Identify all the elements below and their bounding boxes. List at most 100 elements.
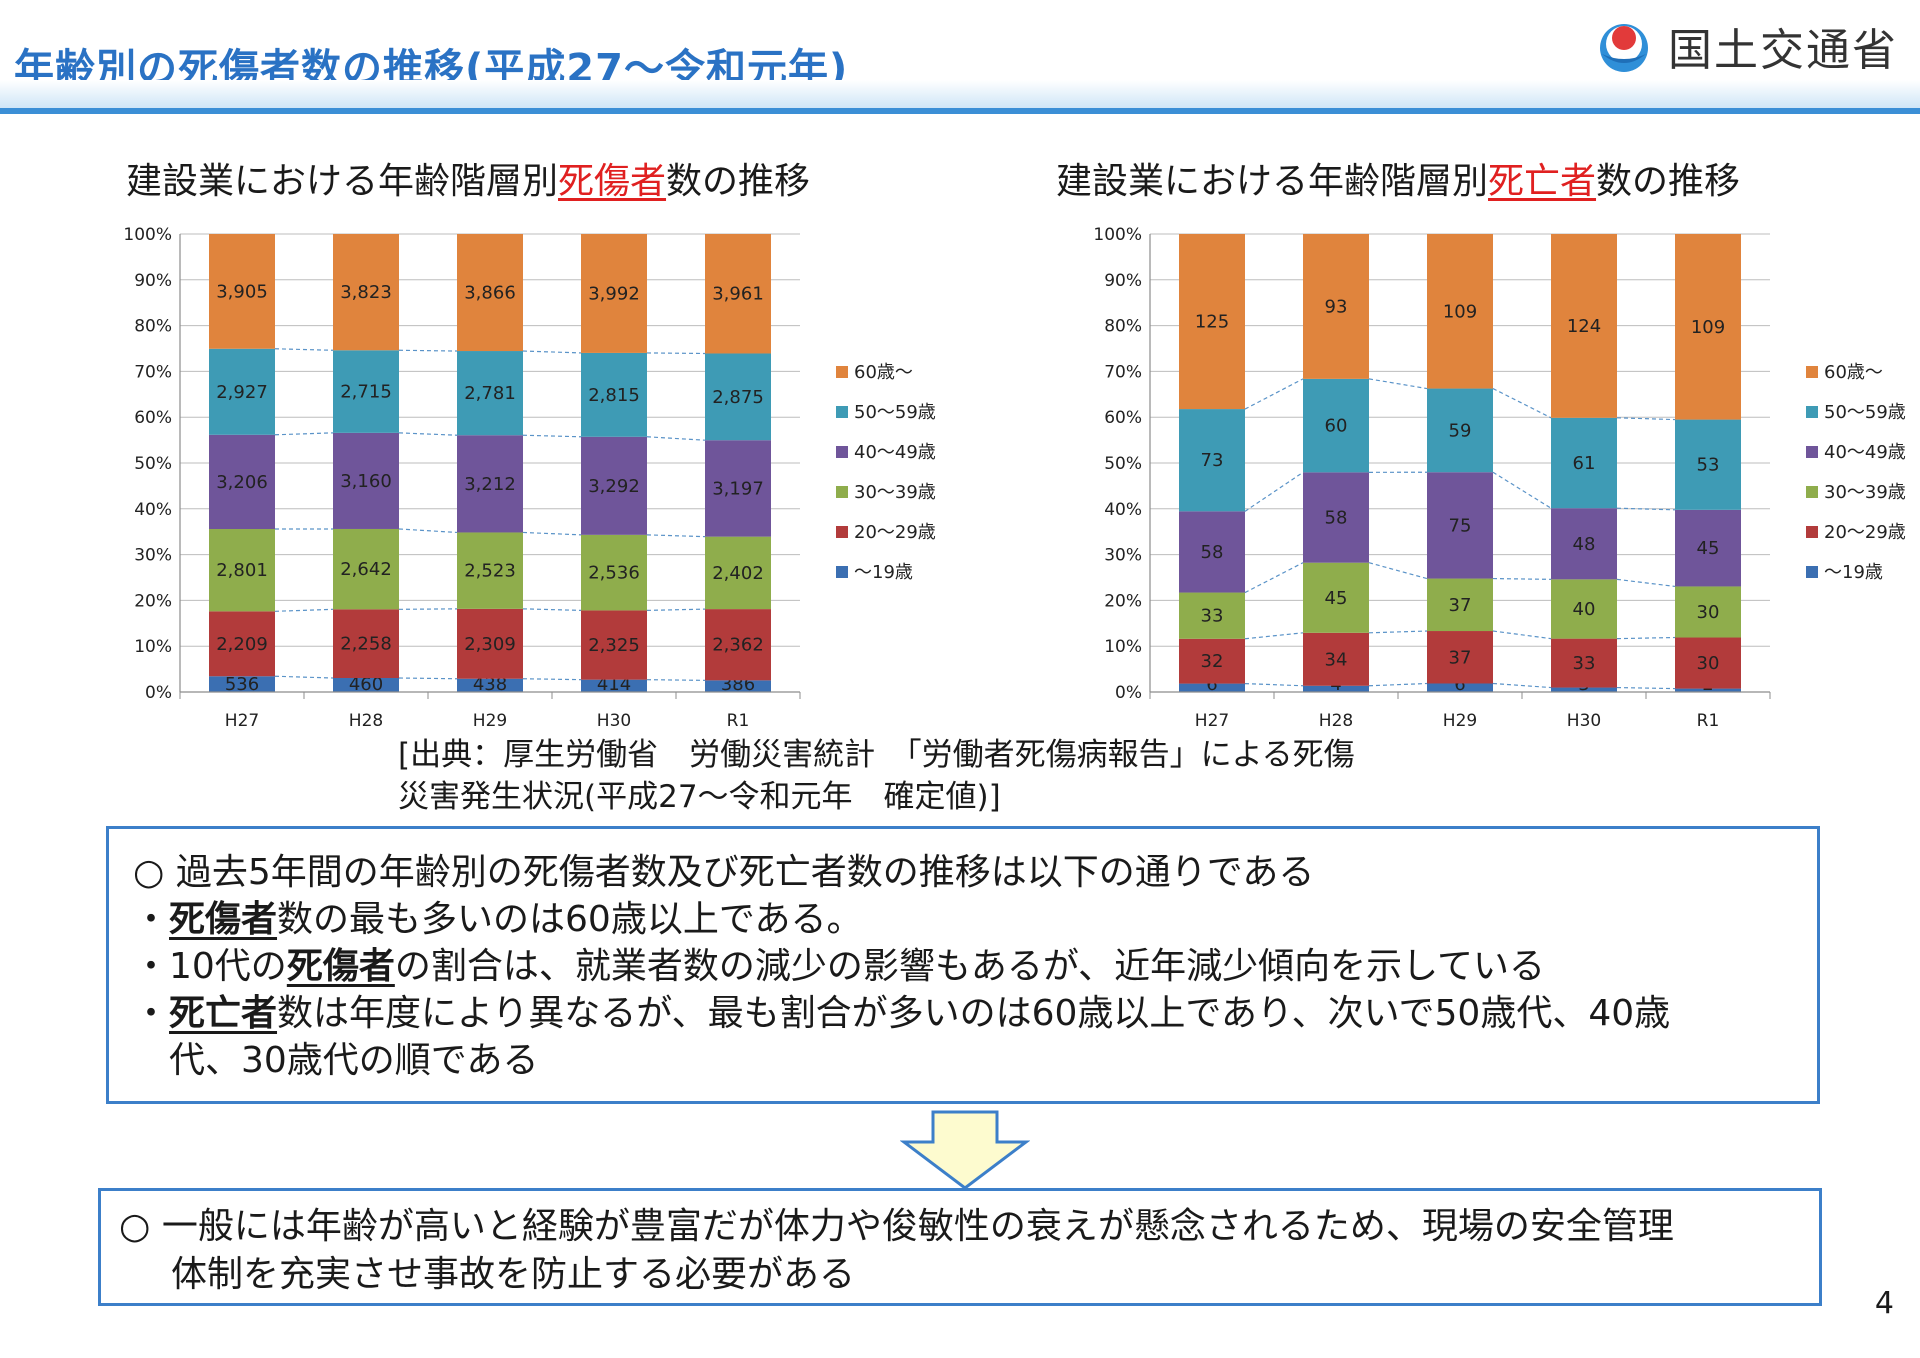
- source-line-2: 災害発生状況(平成27～令和元年 確定値)]: [398, 779, 1001, 815]
- y-tick-label: 0%: [145, 683, 172, 703]
- x-tick-label: H28: [1319, 711, 1353, 731]
- series-connector-line: [1616, 417, 1676, 421]
- data-label: 3,961: [712, 284, 764, 305]
- bar-segment-s50: [1303, 378, 1369, 473]
- bar-segment-s40: [705, 440, 771, 537]
- legend-swatch-s20: [836, 526, 848, 538]
- bar-segment-s60: [1179, 234, 1245, 410]
- series-connector-line: [274, 675, 334, 679]
- legend-swatch-s60: [836, 366, 848, 378]
- bar-segment-u19: [1179, 683, 1245, 692]
- legend-label: 40～49歳: [1824, 442, 1906, 463]
- bar-segment-s50: [209, 348, 275, 435]
- data-label: 438: [473, 674, 507, 695]
- data-label: 109: [1443, 301, 1477, 322]
- series-connector-line: [1244, 682, 1304, 687]
- bar-segment-s50: [1675, 419, 1741, 510]
- conclusion-line-2: 体制を充実させ事故を防止する必要がある: [171, 1254, 856, 1295]
- x-tick-label: H27: [225, 711, 259, 731]
- bar-segment-s40: [333, 432, 399, 529]
- summary-bullet-1: ・死傷者数の最も多いのは60歳以上である。: [133, 899, 863, 940]
- data-label: 30: [1697, 653, 1720, 674]
- series-connector-line: [1492, 630, 1552, 640]
- series-connector-line: [398, 432, 458, 436]
- bar-segment-s50: [1551, 417, 1617, 509]
- summary-box: ○ 過去5年間の年齢別の死傷者数及び死亡者数の推移は以下の通りである ・死傷者数…: [106, 826, 1820, 1104]
- chart-right-title-highlight: 死亡者: [1488, 161, 1597, 202]
- data-label: 6: [1206, 674, 1217, 695]
- data-label: 34: [1325, 649, 1348, 670]
- legend-swatch-s50: [836, 406, 848, 418]
- bar-segment-s60: [1427, 234, 1493, 389]
- y-tick-label: 20%: [1104, 591, 1142, 611]
- bar-segment-s50: [581, 352, 647, 437]
- bar-segment-u19: [1427, 683, 1493, 692]
- y-tick-label: 30%: [134, 546, 172, 566]
- data-label: 3,823: [340, 282, 392, 303]
- legend-label: 30～39歳: [854, 482, 936, 503]
- bar-segment-s50: [1427, 388, 1493, 473]
- series-connector-line: [1616, 686, 1676, 690]
- series-connector-line: [522, 350, 582, 354]
- series-connector-line: [1492, 682, 1552, 689]
- data-label: 2,309: [464, 634, 516, 655]
- data-label: 93: [1325, 296, 1348, 317]
- legend-swatch-u19: [1806, 566, 1818, 578]
- series-connector-line: [646, 436, 706, 441]
- data-label: 2,781: [464, 383, 516, 404]
- y-tick-label: 90%: [134, 271, 172, 291]
- data-label: 33: [1201, 606, 1224, 627]
- y-tick-label: 70%: [134, 362, 172, 382]
- bar-segment-s30: [209, 529, 275, 612]
- data-label: 61: [1573, 453, 1596, 474]
- series-connector-line: [1244, 378, 1304, 410]
- summary-bullet-2: ・10代の死傷者の割合は、就業者数の減少の影響もあるが、近年減少傾向を示している: [133, 946, 1546, 987]
- bar-segment-s30: [1675, 586, 1741, 638]
- legend-swatch-s40: [1806, 446, 1818, 458]
- data-label: 3,160: [340, 471, 392, 492]
- bar-segment-s30: [1303, 562, 1369, 633]
- title-band: [0, 80, 1920, 108]
- bar-segment-s20: [581, 610, 647, 680]
- bar-segment-s40: [581, 436, 647, 535]
- series-connector-line: [1368, 630, 1428, 634]
- y-tick-label: 50%: [134, 454, 172, 474]
- data-label: 460: [349, 674, 383, 695]
- y-tick-label: 70%: [1104, 362, 1142, 382]
- series-connector-line: [1492, 577, 1552, 580]
- x-tick-label: H30: [1567, 711, 1601, 731]
- legend-label: 20～29歳: [854, 522, 936, 543]
- y-tick-label: 80%: [134, 317, 172, 337]
- y-tick-label: 40%: [1104, 500, 1142, 520]
- bar-segment-s20: [209, 611, 275, 677]
- data-label: 32: [1201, 651, 1224, 672]
- legend-label: 20～29歳: [1824, 522, 1906, 543]
- bar-segment-s20: [1427, 631, 1493, 684]
- source-note: [出典：厚生労働省 労働災害統計 「労働者死傷病報告」による死傷 災害発生状況(…: [398, 734, 1355, 818]
- y-tick-label: 40%: [134, 500, 172, 520]
- summary-bullet-3-continued: 代、30歳代の順である: [169, 1040, 539, 1081]
- conclusion-line-1: ○ 一般には年齢が高いと経験が豊富だが体力や俊敏性の衰えが懸念されるため、現場の…: [119, 1206, 1674, 1247]
- data-label: 3,905: [216, 281, 268, 302]
- data-label: 2,325: [588, 635, 640, 656]
- x-tick-label: H30: [597, 711, 631, 731]
- data-label: 58: [1325, 508, 1348, 529]
- data-label: 2,362: [712, 635, 764, 656]
- y-tick-label: 0%: [1115, 683, 1142, 703]
- bar-segment-u19: [581, 679, 647, 692]
- bar-segment-u19: [333, 678, 399, 692]
- legend-swatch-s30: [1806, 486, 1818, 498]
- y-tick-label: 10%: [1104, 637, 1142, 657]
- bar-segment-s30: [333, 528, 399, 610]
- series-connector-line: [274, 432, 334, 436]
- bar-segment-s40: [1179, 511, 1245, 593]
- series-connector-line: [398, 677, 458, 680]
- bar-segment-s20: [1551, 638, 1617, 688]
- bar-segment-s60: [705, 234, 771, 354]
- source-line-1: [出典：厚生労働省 労働災害統計 「労働者死傷病報告」による死傷: [398, 737, 1355, 773]
- bar-segment-s40: [1551, 508, 1617, 580]
- y-tick-label: 100%: [1093, 225, 1142, 245]
- ministry-emblem-icon: [1600, 24, 1648, 72]
- legend-swatch-s50: [1806, 406, 1818, 418]
- data-label: 125: [1195, 312, 1229, 333]
